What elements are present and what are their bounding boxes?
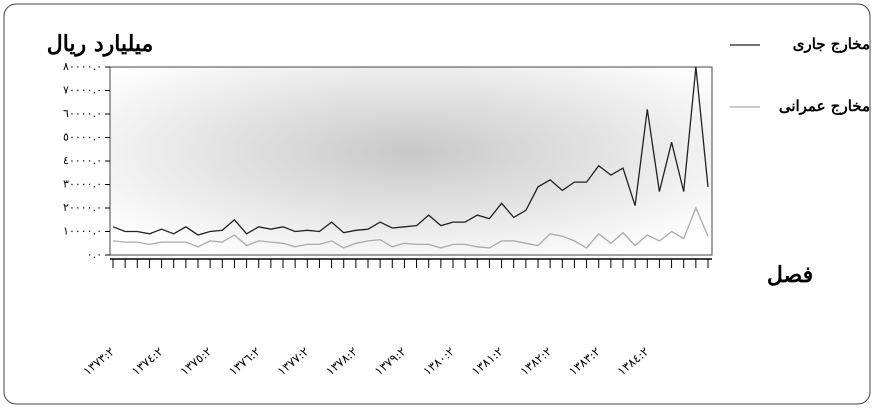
chart-title: میلیارد ریال xyxy=(47,31,154,57)
y-tick-label: ٦٠٠٠٠.٠ xyxy=(63,107,102,120)
legend-label: مخارج جاری xyxy=(793,35,870,53)
y-tick-label: ٥٠٠٠٠.٠ xyxy=(63,131,102,144)
y-tick-label: ٣٠٠٠٠.٠ xyxy=(63,178,102,191)
y-tick-label: ٠.٠ xyxy=(87,248,102,261)
x-axis-label: فصل xyxy=(767,262,813,288)
plot-area xyxy=(109,66,713,256)
y-tick-label: ١٠٠٠٠.٠ xyxy=(63,225,102,238)
y-tick-label: ٧٠٠٠٠.٠ xyxy=(63,84,102,97)
series-line xyxy=(112,66,709,236)
y-tick-label: ٨٠٠٠٠.٠ xyxy=(63,60,102,73)
series-line xyxy=(112,206,709,249)
y-tick-label: ٤٠٠٠٠.٠ xyxy=(63,154,102,167)
y-tick-label: ٢٠٠٠٠.٠ xyxy=(63,201,102,214)
legend-label: مخارج عمرانی xyxy=(779,97,870,115)
